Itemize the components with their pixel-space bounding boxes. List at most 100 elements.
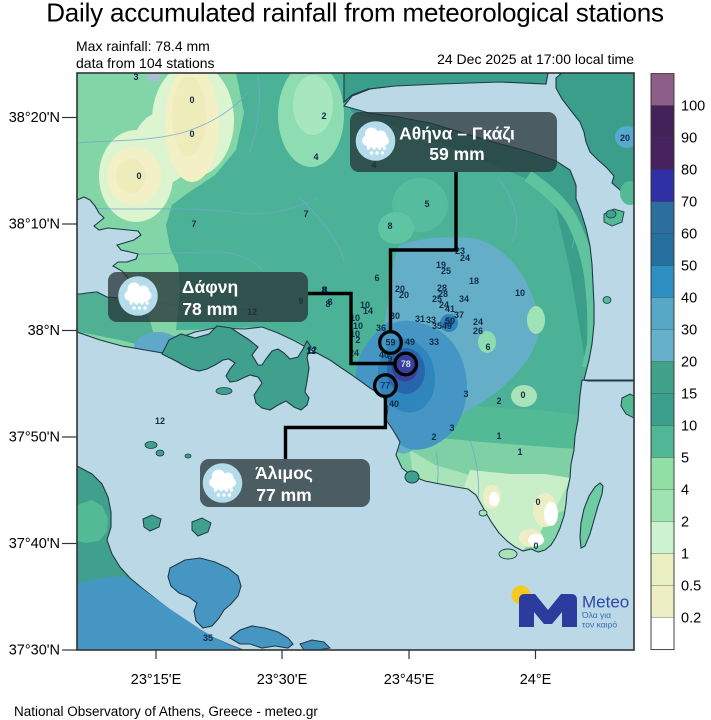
svg-text:8: 8 [327,297,332,307]
svg-text:35: 35 [203,633,213,643]
svg-text:2: 2 [431,432,436,442]
svg-text:3: 3 [133,72,138,82]
svg-text:2: 2 [321,111,326,121]
svg-text:36: 36 [376,323,386,333]
svg-text:18: 18 [469,276,479,286]
svg-text:5: 5 [424,199,429,209]
svg-text:10: 10 [515,288,525,298]
svg-text:4: 4 [313,152,318,162]
svg-text:25: 25 [441,266,451,276]
svg-text:Όλα για: Όλα για [581,610,611,620]
svg-text:14: 14 [363,306,373,316]
svg-text:49: 49 [442,321,452,331]
svg-text:10: 10 [353,321,363,331]
svg-text:7: 7 [191,219,196,229]
svg-text:24 Dec 2025 at 17:00 local tim: 24 Dec 2025 at 17:00 local time [437,51,634,67]
svg-text:20: 20 [399,290,409,300]
svg-text:23°30'E: 23°30'E [257,672,308,688]
svg-text:20: 20 [681,355,697,371]
svg-text:5: 5 [681,451,689,467]
svg-text:37°30'N: 37°30'N [9,643,60,659]
svg-text:data from 104 stations: data from 104 stations [76,55,215,71]
svg-text:τον καιρό: τον καιρό [582,620,617,630]
svg-text:Daily accumulated rainfall fro: Daily accumulated rainfall from meteorol… [46,0,664,28]
svg-text:Max rainfall: 78.4 mm: Max rainfall: 78.4 mm [76,38,210,54]
svg-text:37°40'N: 37°40'N [9,536,60,552]
svg-text:35: 35 [432,321,442,331]
svg-text:2: 2 [496,396,501,406]
svg-text:24: 24 [349,348,359,358]
svg-text:59: 59 [385,338,395,348]
svg-text:6: 6 [485,342,490,352]
svg-text:20: 20 [395,284,405,294]
svg-text:78: 78 [401,359,411,369]
svg-text:77 mm: 77 mm [256,485,311,505]
svg-text:24: 24 [439,300,449,310]
svg-text:0: 0 [189,95,194,105]
svg-text:10: 10 [350,313,360,323]
svg-text:31: 31 [415,314,425,324]
svg-text:28: 28 [437,283,447,293]
svg-text:10: 10 [350,329,360,339]
svg-text:12: 12 [306,346,316,356]
svg-text:1: 1 [517,447,522,457]
svg-text:26: 26 [473,326,483,336]
svg-text:Meteo: Meteo [582,593,629,612]
svg-text:23°15'E: 23°15'E [131,672,182,688]
svg-text:77: 77 [380,381,390,391]
svg-text:0: 0 [189,129,194,139]
svg-text:24: 24 [473,317,483,327]
svg-text:8: 8 [322,285,327,295]
svg-text:34: 34 [459,294,469,304]
svg-text:38°20'N: 38°20'N [9,110,60,126]
svg-text:10: 10 [681,419,697,435]
svg-text:12: 12 [307,345,317,355]
svg-text:23°45'E: 23°45'E [384,672,435,688]
svg-text:90: 90 [681,131,697,147]
svg-text:40: 40 [379,350,389,360]
svg-text:National Observatory of Athens: National Observatory of Athens, Greece -… [14,704,318,719]
svg-text:80: 80 [681,163,697,179]
svg-text:100: 100 [681,99,705,115]
svg-text:3: 3 [463,389,468,399]
svg-text:8: 8 [325,299,330,309]
svg-text:0: 0 [520,390,525,400]
svg-text:50: 50 [445,316,455,326]
svg-text:50: 50 [681,259,697,275]
svg-text:3: 3 [449,423,454,433]
svg-text:40: 40 [389,399,399,409]
svg-text:49: 49 [405,337,415,347]
svg-text:23: 23 [455,246,465,256]
svg-text:4: 4 [681,483,689,499]
svg-text:30: 30 [681,323,697,339]
svg-text:40: 40 [681,291,697,307]
svg-text:38°10'N: 38°10'N [9,217,60,233]
svg-text:0: 0 [136,171,141,181]
svg-text:78 mm: 78 mm [182,299,237,319]
svg-text:1: 1 [496,431,501,441]
svg-text:10: 10 [360,300,370,310]
svg-text:0.2: 0.2 [681,611,701,627]
svg-text:1: 1 [681,547,689,563]
svg-text:30: 30 [390,311,400,321]
svg-text:0.5: 0.5 [681,579,701,595]
svg-text:12: 12 [155,416,165,426]
svg-text:25: 25 [432,294,442,304]
svg-text:38°N: 38°N [28,323,60,339]
svg-text:41: 41 [445,304,455,314]
svg-text:Άλιμος: Άλιμος [255,463,313,483]
svg-text:24: 24 [460,253,470,263]
svg-text:15: 15 [681,387,697,403]
svg-text:24°E: 24°E [520,672,552,688]
svg-text:37: 37 [454,310,464,320]
svg-text:8: 8 [387,221,392,231]
svg-text:33: 33 [426,315,436,325]
svg-text:70: 70 [681,195,697,211]
svg-text:Αθήνα – Γκάζι: Αθήνα – Γκάζι [399,124,515,145]
svg-text:7: 7 [303,209,308,219]
svg-text:28: 28 [438,289,448,299]
svg-text:37°50'N: 37°50'N [9,430,60,446]
svg-text:33: 33 [429,337,439,347]
svg-text:59 mm: 59 mm [429,144,484,164]
svg-text:0: 0 [533,541,538,551]
